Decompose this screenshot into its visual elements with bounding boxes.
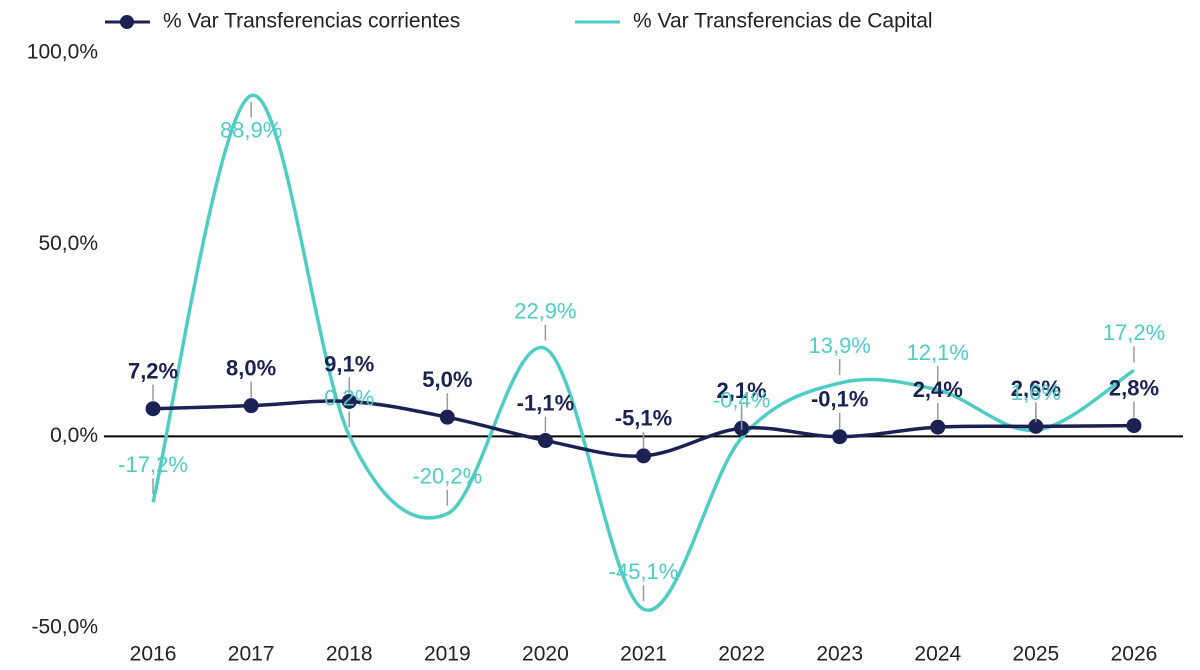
data-label: -0,4% — [713, 388, 770, 413]
data-label: 17,2% — [1103, 320, 1165, 345]
x-tick-label: 2019 — [424, 643, 471, 666]
x-tick-label: 2026 — [1111, 643, 1158, 666]
x-tick-label: 2016 — [130, 643, 177, 666]
y-tick-label: 0,0% — [50, 424, 98, 447]
marker — [832, 429, 848, 445]
data-label: -0,1% — [811, 387, 868, 412]
data-label: 13,9% — [808, 333, 870, 358]
data-label: -5,1% — [615, 406, 672, 431]
data-label: 0,2% — [324, 385, 374, 410]
data-label: 12,1% — [907, 340, 969, 365]
x-tick-label: 2021 — [620, 643, 667, 666]
y-tick-label: -50,0% — [31, 616, 98, 639]
legend-label: % Var Transferencias de Capital — [633, 10, 933, 33]
y-tick-label: 50,0% — [38, 232, 98, 255]
x-tick-label: 2017 — [228, 643, 275, 666]
x-tick-label: 2023 — [816, 643, 863, 666]
marker — [243, 398, 259, 414]
data-label: 22,9% — [514, 298, 576, 323]
data-label: 88,9% — [220, 117, 282, 142]
data-label: -45,1% — [609, 559, 679, 584]
x-tick-label: 2020 — [522, 643, 569, 666]
marker — [341, 393, 357, 409]
legend-marker — [120, 15, 134, 29]
marker — [930, 419, 946, 435]
data-label: 2,6% — [1011, 376, 1061, 401]
data-label: 1,6% — [1011, 380, 1061, 405]
marker — [1126, 418, 1142, 434]
data-label: 8,0% — [226, 355, 276, 380]
data-label: -17,2% — [118, 452, 188, 477]
x-tick-label: 2018 — [326, 643, 373, 666]
marker — [1028, 418, 1044, 434]
marker — [636, 448, 651, 464]
x-tick-label: 2022 — [718, 643, 765, 666]
marker — [537, 433, 553, 449]
marker — [439, 409, 455, 425]
data-label: -1,1% — [517, 390, 574, 415]
data-label: 2,8% — [1109, 375, 1159, 400]
y-tick-label: 100,0% — [27, 41, 98, 64]
marker — [145, 401, 161, 417]
x-tick-label: 2025 — [1013, 643, 1060, 666]
x-tick-label: 2024 — [914, 643, 961, 666]
data-label: 7,2% — [128, 359, 178, 384]
series-line — [151, 93, 1135, 612]
data-label: 9,1% — [324, 351, 374, 376]
legend-label: % Var Transferencias corrientes — [163, 10, 460, 33]
data-label: 2,1% — [717, 378, 767, 403]
data-label: -20,2% — [412, 464, 482, 489]
data-label: 5,0% — [422, 367, 472, 392]
